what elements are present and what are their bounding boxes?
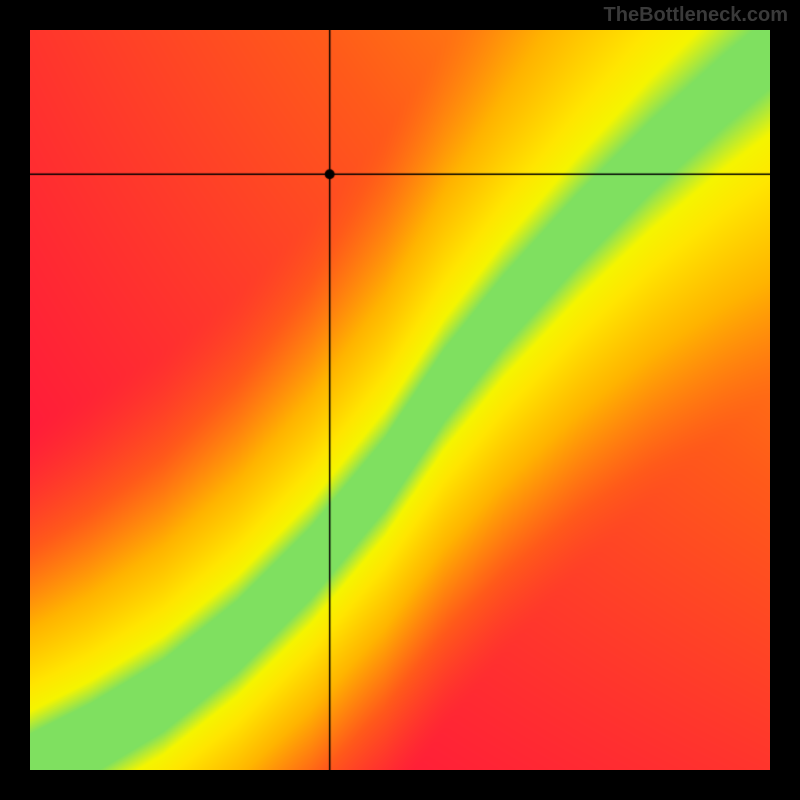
heatmap-plot xyxy=(30,30,770,770)
heatmap-canvas xyxy=(30,30,770,770)
watermark-text: TheBottleneck.com xyxy=(604,4,788,27)
